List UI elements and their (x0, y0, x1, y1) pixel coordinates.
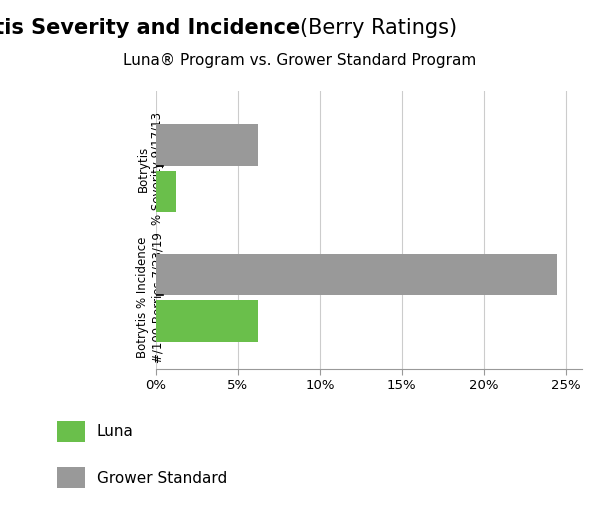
Legend: Luna, Grower Standard: Luna, Grower Standard (57, 421, 227, 488)
Bar (156, 300, 257, 341)
Text: Luna® Program vs. Grower Standard Program: Luna® Program vs. Grower Standard Progra… (124, 53, 476, 68)
Bar (156, 254, 557, 295)
Bar (156, 125, 257, 166)
Text: (Berry Ratings): (Berry Ratings) (300, 18, 457, 38)
Text: Botrytis Severity and Incidence: Botrytis Severity and Incidence (0, 18, 300, 38)
Bar (156, 171, 176, 212)
